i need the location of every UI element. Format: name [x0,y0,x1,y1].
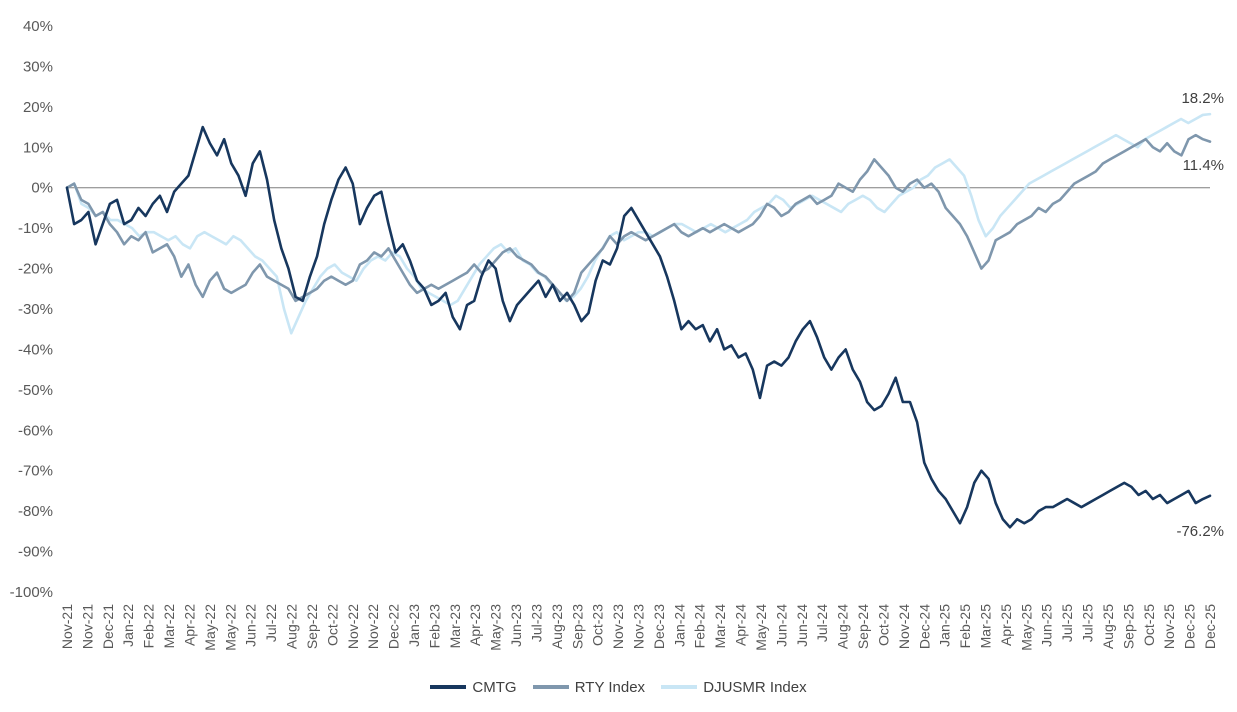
x-tick-label: Aug-22 [284,604,300,649]
x-tick-label: Jun-25 [1039,604,1055,647]
x-tick-label: Jan-24 [671,604,687,647]
y-tick-label: 10% [23,139,53,156]
x-tick-label: Jul-25 [1080,604,1096,642]
y-tick-label: -50% [18,382,53,399]
x-tick-label: Aug-24 [835,604,851,649]
legend-item-cmtg: CMTG [430,678,517,696]
x-tick-label: Aug-23 [549,604,565,649]
x-tick-label: Feb-25 [957,604,973,649]
y-tick-label: 40% [23,18,53,35]
x-tick-label: Jul-23 [528,604,544,642]
x-tick-label: Sep-23 [569,604,585,649]
x-tick-label: Mar-23 [447,604,463,649]
y-tick-label: -100% [10,584,53,601]
x-axis: Nov-21 Nov-21 Dec-21 Jan-22 Feb-22 Mar-22 Apr-… [59,604,1218,651]
x-tick-label: Jun-23 [508,604,524,647]
legend-label-cmtg: CMTG [472,678,517,696]
x-tick-label: Nov-21 [79,604,95,649]
y-tick-label: 0% [31,180,53,197]
x-tick-label: Oct-22 [324,604,340,646]
legend-item-djusmr: DJUSMR Index [661,678,807,696]
x-tick-label: Jul-22 [263,604,279,642]
y-tick-label: -70% [18,463,53,480]
series-line-djusmr-index [65,112,1212,335]
x-tick-label: Nov-21 [59,604,75,649]
x-tick-label: Jul-25 [1059,604,1075,642]
x-tick-label: Jan-23 [406,604,422,647]
x-tick-label: Sep-25 [1120,604,1136,649]
x-tick-label: Dec-22 [386,604,402,649]
x-tick-label: Feb-24 [692,604,708,649]
x-tick-label: Jun-24 [794,604,810,647]
x-tick-label: Feb-22 [141,604,157,649]
x-tick-label: May-25 [1018,604,1034,651]
y-tick-label: -60% [18,422,53,439]
y-tick-label: 20% [23,99,53,116]
x-tick-label: Feb-23 [426,604,442,649]
legend-swatch-cmtg [430,685,467,689]
legend: CMTG RTY Index DJUSMR Index [0,676,1237,696]
y-tick-label: -90% [18,544,53,561]
x-tick-label: Nov-25 [1161,604,1177,649]
x-tick-label: Dec-24 [916,604,932,649]
x-tick-label: Dec-23 [651,604,667,649]
x-tick-label: Dec-25 [1202,604,1218,649]
x-tick-label: Mar-25 [977,604,993,649]
x-tick-label: Apr-25 [998,604,1014,646]
end-label-djusmr-index: 18.2% [1181,90,1224,107]
x-tick-label: Nov-23 [631,604,647,649]
x-tick-label: Oct-24 [875,604,891,646]
x-tick-label: Nov-22 [345,604,361,649]
x-tick-label: Mar-24 [712,604,728,649]
x-tick-label: Oct-25 [1141,604,1157,646]
x-tick-label: Apr-23 [467,604,483,646]
x-tick-label: Mar-22 [161,604,177,649]
x-tick-label: Dec-21 [100,604,116,649]
end-label-rty-index: 11.4% [1183,157,1224,174]
x-tick-label: Jun-22 [243,604,259,647]
end-labels: -76.2% 11.4% 18.2% [1176,90,1224,540]
x-tick-label: May-22 [222,604,238,651]
y-axis: 40% 30% 20% 10% 0% -10% -20% -30% -40% -50% -60% -7… [10,18,53,601]
y-tick-label: -80% [18,503,53,520]
x-tick-label: Jan-22 [120,604,136,647]
end-label-cmtg: -76.2% [1176,523,1224,540]
x-tick-label: May-22 [202,604,218,651]
x-tick-label: Jun-24 [773,604,789,647]
x-tick-label: Jan-25 [937,604,953,647]
x-tick-label: Oct-23 [590,604,606,646]
y-tick-label: -40% [18,341,53,358]
legend-swatch-djusmr [661,685,698,689]
x-tick-label: Nov-22 [365,604,381,649]
series-group [65,112,1212,529]
x-tick-label: Nov-23 [610,604,626,649]
x-tick-label: Sep-22 [304,604,320,649]
legend-label-djusmr: DJUSMR Index [703,678,807,696]
legend-item-rty: RTY Index [532,678,646,696]
y-tick-label: -10% [18,220,53,237]
x-tick-label: Aug-25 [1100,604,1116,649]
legend-label-rty: RTY Index [574,678,646,696]
x-tick-label: Sep-24 [855,604,871,649]
x-tick-label: Nov-24 [896,604,912,649]
y-tick-label: -20% [18,261,53,278]
x-tick-label: Apr-22 [181,604,197,646]
x-tick-label: May-24 [753,604,769,651]
x-tick-label: Dec-25 [1182,604,1198,649]
x-tick-label: Jul-24 [814,604,830,642]
y-tick-label: 30% [23,58,53,75]
x-tick-label: Apr-24 [733,604,749,646]
series-line-cmtg [65,125,1212,529]
legend-swatch-rty [532,685,569,689]
y-tick-label: -30% [18,301,53,318]
series-line-rty-index [65,133,1212,303]
x-tick-label: May-23 [488,604,504,651]
